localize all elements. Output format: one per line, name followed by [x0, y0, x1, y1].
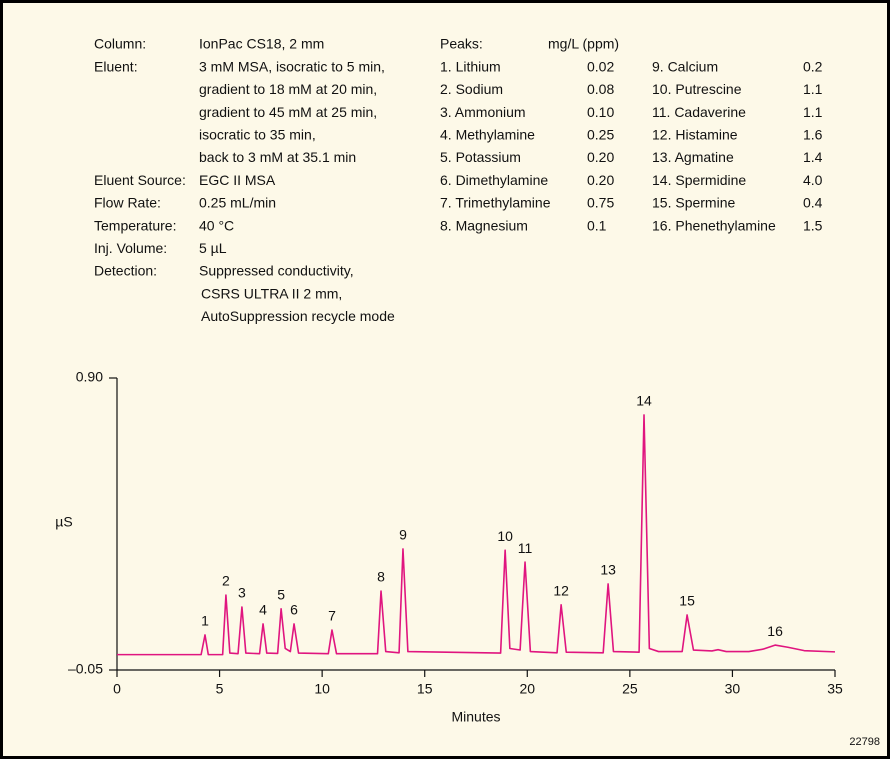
peak-name: 16. Phenethylamine: [652, 217, 776, 233]
peak-name: 12. Histamine: [652, 127, 738, 143]
x-tick-label: 10: [314, 681, 330, 697]
peak-conc: 0.20: [587, 172, 614, 188]
y-axis-label: µS: [55, 514, 72, 530]
peak-conc: 0.75: [587, 195, 614, 211]
condition-label: Detection:: [94, 263, 157, 279]
peak-conc: 0.25: [587, 127, 614, 143]
table-header: mg/L (ppm): [548, 36, 619, 52]
condition-label: Eluent:: [94, 58, 138, 74]
table-header: Peaks:: [440, 36, 483, 52]
peak-label: 8: [377, 569, 385, 585]
peak-conc: 4.0: [803, 172, 823, 188]
peak-label: 4: [259, 602, 267, 618]
condition-label: Temperature:: [94, 217, 176, 233]
peak-label: 6: [290, 602, 298, 618]
peak-name: 8. Magnesium: [440, 217, 528, 233]
x-tick-label: 35: [827, 681, 843, 697]
peak-name: 4. Methylamine: [440, 127, 535, 143]
peak-conc: 1.5: [803, 217, 823, 233]
y-tick-label: –0.05: [68, 661, 103, 677]
peak-conc: 0.10: [587, 104, 614, 120]
peak-conc: 0.2: [803, 58, 823, 74]
peak-name: 5. Potassium: [440, 149, 521, 165]
peak-name: 11. Cadaverine: [652, 104, 746, 120]
x-tick-label: 5: [216, 681, 224, 697]
peak-name: 9. Calcium: [652, 58, 718, 74]
peak-label: 7: [328, 608, 336, 624]
x-axis-label: Minutes: [451, 709, 500, 725]
condition-value: gradient to 45 mM at 25 min,: [199, 104, 377, 120]
peak-label: 16: [767, 623, 783, 639]
peak-conc: 1.1: [803, 104, 823, 120]
peak-label: 15: [679, 593, 695, 609]
condition-value: 3 mM MSA, isocratic to 5 min,: [199, 58, 385, 74]
peak-conc: 0.4: [803, 195, 823, 211]
peak-label: 1: [201, 613, 209, 629]
peak-conc: 0.1: [587, 217, 607, 233]
peak-label: 14: [636, 393, 652, 409]
condition-value: AutoSuppression recycle mode: [201, 308, 395, 324]
peak-name: 3. Ammonium: [440, 104, 526, 120]
condition-label: Column:: [94, 36, 146, 52]
peak-label: 10: [497, 528, 513, 544]
peak-label: 13: [600, 562, 616, 578]
peak-name: 2. Sodium: [440, 81, 503, 97]
peak-conc: 1.4: [803, 149, 823, 165]
peak-conc: 0.08: [587, 81, 614, 97]
condition-value: back to 3 mM at 35.1 min: [199, 149, 356, 165]
peak-label: 3: [238, 585, 246, 601]
peak-conc: 1.6: [803, 127, 823, 143]
condition-label: Inj. Volume:: [94, 240, 167, 256]
peak-label: 5: [277, 587, 285, 603]
peak-label: 11: [518, 540, 533, 556]
condition-value: EGC II MSA: [199, 172, 276, 188]
peak-conc: 1.1: [803, 81, 823, 97]
peak-name: 14. Spermidine: [652, 172, 746, 188]
x-tick-label: 25: [622, 681, 638, 697]
condition-value: CSRS ULTRA II 2 mm,: [201, 285, 342, 301]
peak-name: 1. Lithium: [440, 58, 501, 74]
peak-name: 10. Putrescine: [652, 81, 742, 97]
peak-name: 15. Spermine: [652, 195, 735, 211]
peak-conc: 0.20: [587, 149, 614, 165]
x-tick-label: 30: [725, 681, 741, 697]
peak-label: 12: [553, 583, 569, 599]
y-tick-label: 0.90: [76, 369, 103, 385]
peak-name: 13. Agmatine: [652, 149, 734, 165]
condition-value: 40 °C: [199, 217, 234, 233]
condition-value: 0.25 mL/min: [199, 195, 276, 211]
condition-value: isocratic to 35 min,: [199, 127, 316, 143]
figure-id: 22798: [849, 736, 880, 748]
condition-value: gradient to 18 mM at 20 min,: [199, 81, 377, 97]
peak-conc: 0.02: [587, 58, 614, 74]
x-tick-label: 15: [417, 681, 433, 697]
peak-label: 9: [399, 527, 407, 543]
condition-value: IonPac CS18, 2 mm: [199, 36, 324, 52]
condition-value: Suppressed conductivity,: [199, 263, 354, 279]
condition-value: 5 µL: [199, 240, 227, 256]
peak-label: 2: [222, 573, 230, 589]
peak-name: 7. Trimethylamine: [440, 195, 551, 211]
x-tick-label: 0: [113, 681, 121, 697]
trace: [117, 414, 836, 656]
x-tick-label: 20: [519, 681, 535, 697]
condition-label: Eluent Source:: [94, 172, 186, 188]
peak-name: 6. Dimethylamine: [440, 172, 548, 188]
condition-label: Flow Rate:: [94, 195, 161, 211]
